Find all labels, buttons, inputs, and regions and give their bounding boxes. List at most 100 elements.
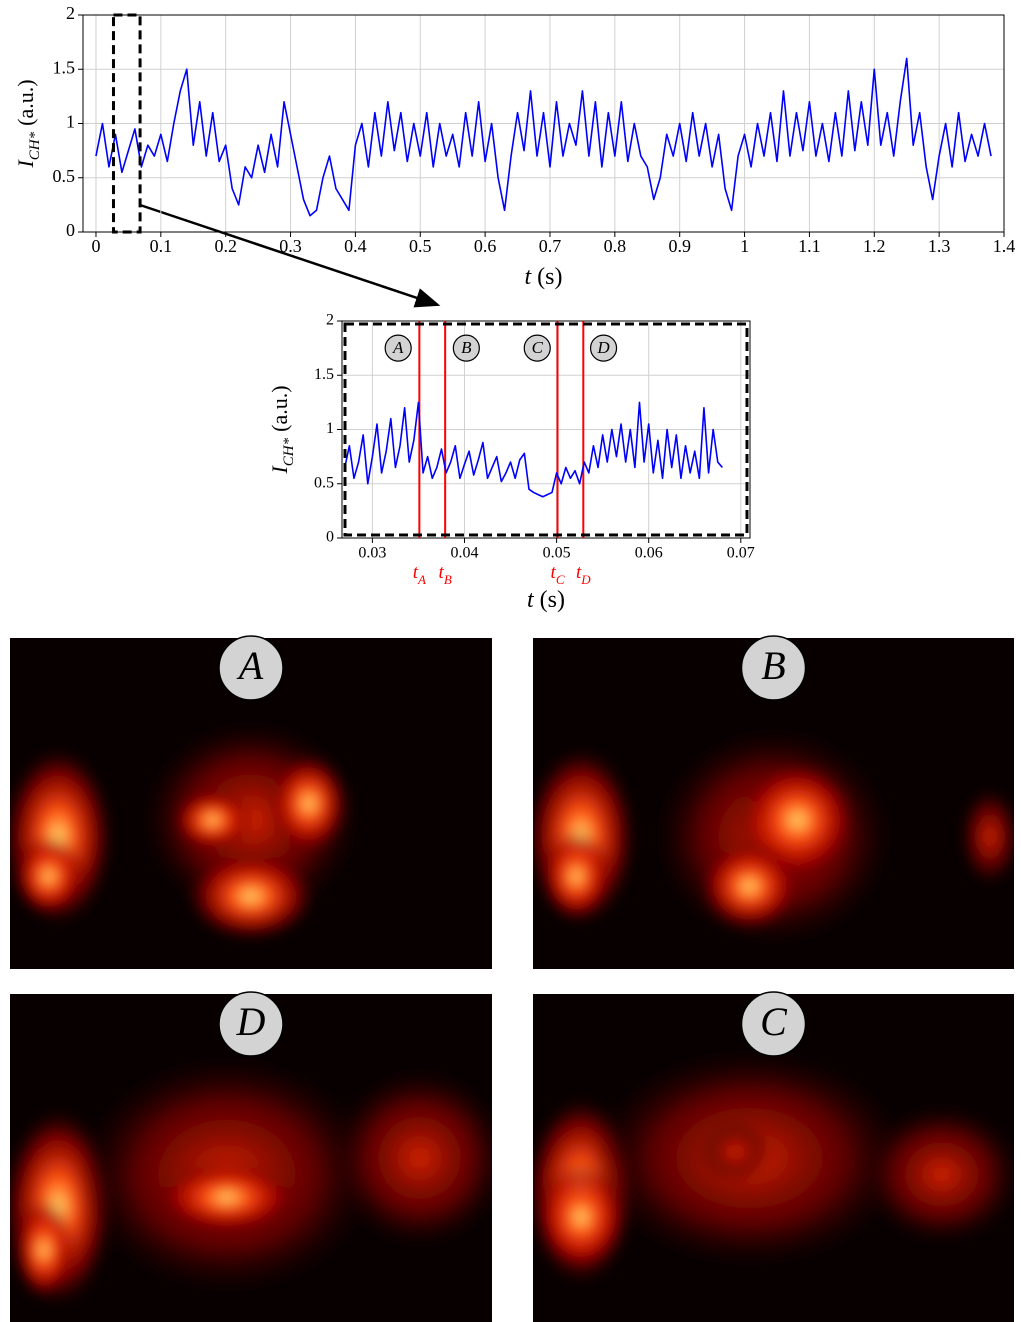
flame-glow xyxy=(541,831,612,922)
y-tick-label: 1 xyxy=(66,112,75,132)
marker-sub: A xyxy=(417,572,426,587)
flame-image: C xyxy=(533,991,1014,1322)
y-tick-label: 1 xyxy=(326,420,334,437)
flame-layer xyxy=(533,726,1014,947)
y-tick-label: 1.5 xyxy=(314,366,334,383)
flame-image: B xyxy=(533,635,1014,969)
snapshot-badge xyxy=(740,991,807,1057)
marker-sub: D xyxy=(580,572,591,587)
flame-layer xyxy=(10,1054,492,1308)
x-tick-label: 1.3 xyxy=(928,236,951,256)
x-tick-label: 1.2 xyxy=(863,236,886,256)
flame-glow xyxy=(699,841,800,932)
time-marker-label: tD xyxy=(576,562,591,587)
marker-sub: B xyxy=(444,572,452,587)
flame-glow xyxy=(172,790,253,851)
snapshot-badge xyxy=(740,635,807,701)
x-axis-label: t (s) xyxy=(527,587,565,613)
y-label-sub: CH* xyxy=(281,437,297,466)
x-tick-label: 1 xyxy=(740,236,749,256)
x-tick-label: 1.1 xyxy=(798,236,821,256)
phase-badge-label: B xyxy=(461,338,472,357)
signal-line xyxy=(343,401,723,498)
x-tick-label: 0.2 xyxy=(214,236,237,256)
y-label-sub: CH* xyxy=(27,131,43,160)
x-axis-label: t (s) xyxy=(525,264,563,290)
snapshot-label: B xyxy=(761,643,785,688)
x-label-unit: (s) xyxy=(540,587,565,613)
x-tick-label: 0.6 xyxy=(474,236,497,256)
y-label-symbol: I xyxy=(267,465,292,475)
phase-badge-label: D xyxy=(596,338,610,357)
y-tick-label: 0.5 xyxy=(53,166,76,186)
y-label-unit: (a.u.) xyxy=(13,79,38,125)
flame-glow xyxy=(13,836,84,917)
zoom-frame xyxy=(343,322,749,537)
x-tick-label: 0.3 xyxy=(279,236,302,256)
x-tick-label: 0.7 xyxy=(539,236,562,256)
flame-layer xyxy=(533,1048,1014,1286)
y-axis-label: ICH* (a.u.) xyxy=(267,385,297,474)
snapshot-badge xyxy=(218,635,284,701)
x-tick-label: 0.03 xyxy=(358,545,386,562)
snapshot-label: D xyxy=(236,999,266,1044)
marker-sub: C xyxy=(556,572,565,587)
flame-image: D xyxy=(10,991,492,1322)
time-marker-label: tA xyxy=(413,562,426,587)
flame-glow xyxy=(268,753,349,854)
snapshot-label: A xyxy=(236,643,264,688)
y-axis-label: ICH* (a.u.) xyxy=(13,79,43,168)
phase-badge-label: C xyxy=(532,338,544,357)
x-tick-label: 0.06 xyxy=(635,545,663,562)
x-tick-label: 0.05 xyxy=(543,545,571,562)
phase-badge-label: A xyxy=(392,338,404,357)
x-tick-label: 0.9 xyxy=(668,236,691,256)
y-label-symbol: I xyxy=(13,159,38,169)
y-tick-label: 1.5 xyxy=(53,57,76,77)
flame-glow xyxy=(13,1199,74,1300)
marker-symbol: t xyxy=(576,562,582,583)
y-tick-label: 2 xyxy=(326,312,334,329)
x-tick-label: 1.4 xyxy=(993,236,1016,256)
marker-symbol: t xyxy=(551,562,557,583)
y-tick-label: 2 xyxy=(66,3,75,23)
marker-symbol: t xyxy=(413,562,419,583)
x-label-symbol: t xyxy=(527,587,535,613)
flame-glow xyxy=(329,1068,492,1248)
zoom-box xyxy=(111,13,142,234)
flame-image: A xyxy=(10,635,492,969)
phase-badge xyxy=(589,334,618,362)
flame-glow xyxy=(861,1104,1014,1245)
y-tick-label: 0 xyxy=(66,220,75,240)
x-tick-label: 0.8 xyxy=(604,236,627,256)
x-tick-label: 0 xyxy=(91,236,100,256)
plot-frame xyxy=(82,14,1005,233)
phase-badge xyxy=(384,334,412,362)
flame-layer xyxy=(10,720,361,942)
zoom-arrow xyxy=(139,203,441,308)
time-marker-label: tB xyxy=(439,562,452,587)
flame-glow xyxy=(186,851,316,942)
y-label-unit: (a.u.) xyxy=(267,385,292,431)
phase-badge xyxy=(523,334,551,362)
x-tick-label: 0.4 xyxy=(344,236,367,256)
x-tick-label: 0.5 xyxy=(409,236,432,256)
snapshot-label: C xyxy=(760,999,788,1044)
flame-glow xyxy=(959,786,1014,887)
phase-badge xyxy=(452,334,480,362)
signal-line xyxy=(95,57,992,217)
time-marker-label: tC xyxy=(551,562,565,587)
y-tick-label: 0.5 xyxy=(314,474,334,491)
plot-frame xyxy=(341,320,751,539)
x-tick-label: 0.1 xyxy=(150,236,173,256)
marker-symbol: t xyxy=(439,562,445,583)
y-tick-label: 0 xyxy=(326,529,334,546)
x-label-unit: (s) xyxy=(537,264,562,290)
flame-glow xyxy=(700,1121,771,1182)
x-tick-label: 0.07 xyxy=(727,545,755,562)
flame-glow xyxy=(156,1162,297,1233)
snapshot-badge xyxy=(218,991,284,1057)
x-label-symbol: t xyxy=(525,264,533,290)
